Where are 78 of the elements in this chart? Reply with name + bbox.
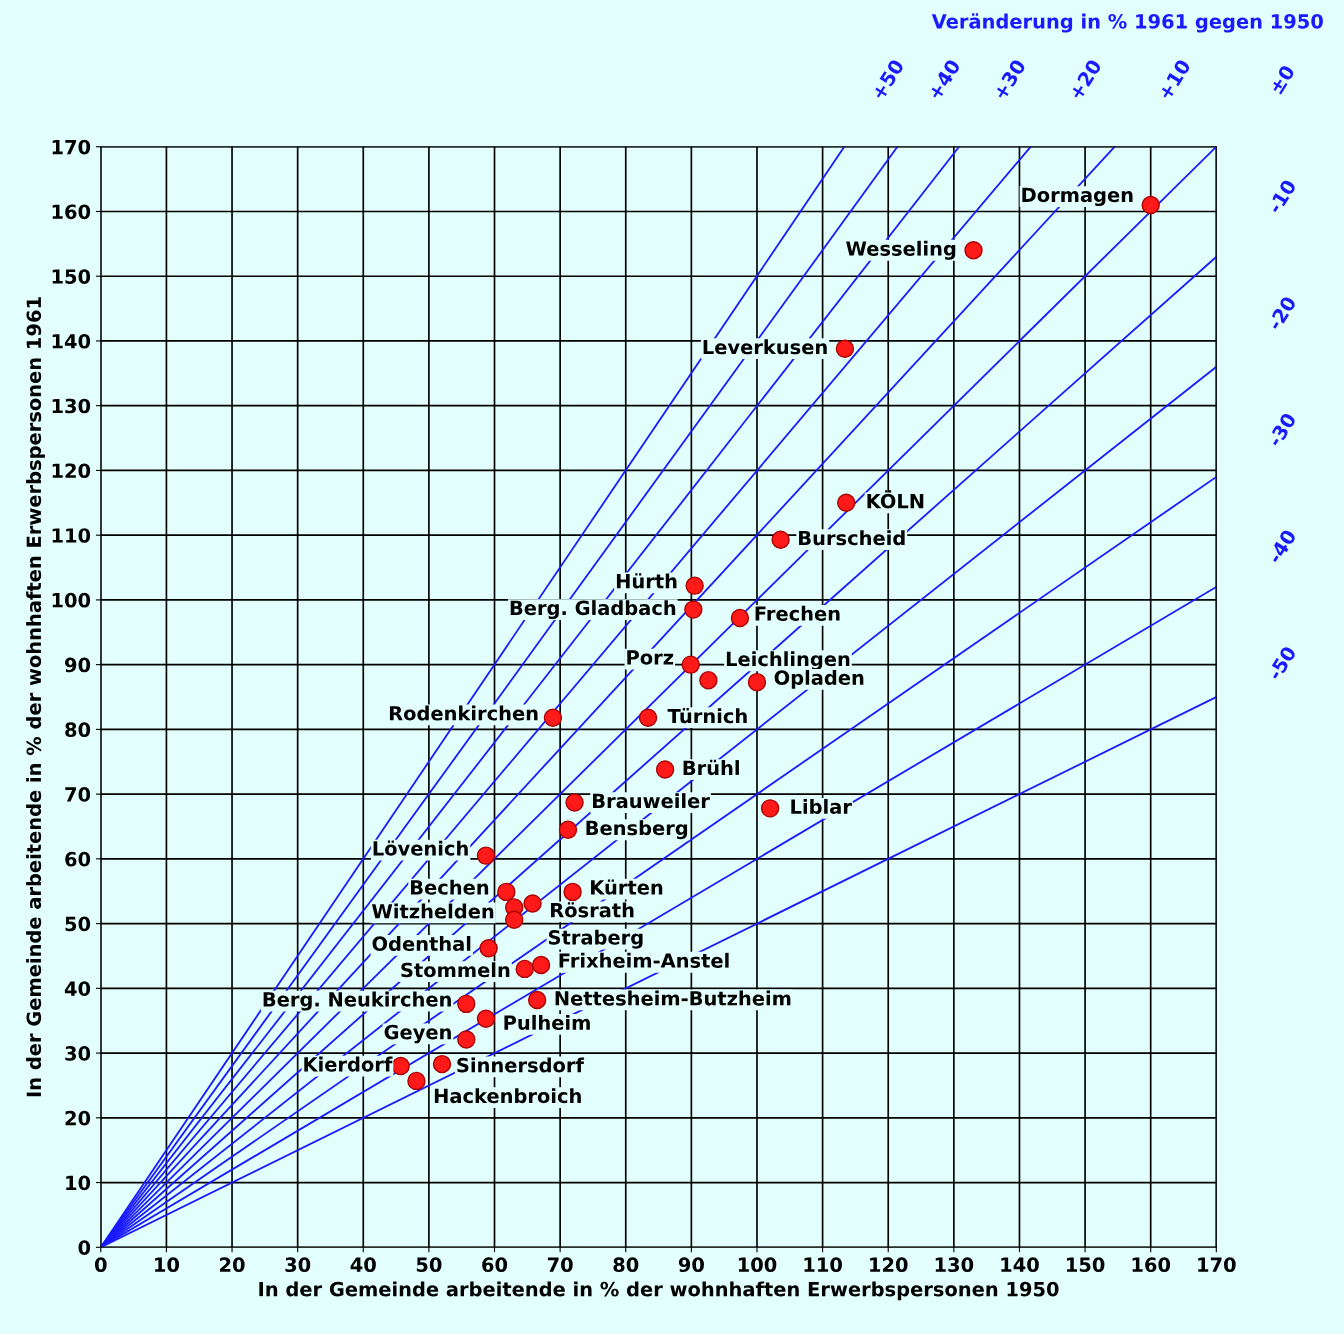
annotation: Frechen xyxy=(755,605,840,621)
annotation: Kierdorf xyxy=(304,1056,393,1072)
x-axis-title: In der Gemeinde arbeitende in % der wohnhaften Erwerbspersonen 1950 xyxy=(259,1281,1059,1301)
y-tick-label: 120 xyxy=(52,463,91,479)
x-tick-label: 110 xyxy=(804,1257,842,1273)
y-tick-label: 130 xyxy=(52,398,91,414)
annotation: Brühl xyxy=(683,759,739,776)
x-tick-label: 20 xyxy=(220,1257,245,1273)
annotation: Odenthal xyxy=(372,936,471,952)
y-tick-label: 60 xyxy=(65,851,91,867)
annotation: Geyen xyxy=(384,1024,451,1044)
annotation: Hürth xyxy=(616,573,677,589)
annotation: Frixheim-Anstel xyxy=(559,952,729,968)
x-tick-label: 60 xyxy=(482,1257,508,1273)
annotation: Lövenich xyxy=(373,840,468,856)
y-tick-label: 150 xyxy=(52,269,91,284)
annotation: Porz xyxy=(627,650,674,665)
x-tick-label: 100 xyxy=(738,1257,777,1273)
y-tick-label: 10 xyxy=(66,1175,91,1191)
annotation: Wesseling xyxy=(846,240,956,260)
y-tick-label: 40 xyxy=(64,981,91,996)
annotation: Liblar xyxy=(791,798,852,815)
text: ±0 xyxy=(1268,64,1296,95)
annotation: Leverkusen xyxy=(703,339,827,355)
x-tick-label: 170 xyxy=(1198,1257,1236,1273)
annotation: Dormagen xyxy=(1022,187,1133,207)
y-tick-label: 70 xyxy=(65,787,91,802)
x-tick-label: 30 xyxy=(285,1257,311,1273)
annotation: Rösrath xyxy=(551,902,634,918)
annotation: Opladen xyxy=(774,669,864,689)
text: -10 xyxy=(1266,178,1297,215)
x-tick-label: 40 xyxy=(350,1257,376,1273)
x-tick-label: 150 xyxy=(1066,1257,1105,1273)
annotation: Brauweiler xyxy=(593,793,710,809)
annotation: Witzhelden xyxy=(371,903,494,919)
annotation: Straberg xyxy=(548,929,643,949)
x-tick-label: 50 xyxy=(416,1257,442,1273)
text: Veränderung in % 1961 gegen 1950 xyxy=(931,13,1323,33)
annotation: Rodenkirchen xyxy=(389,705,538,721)
text: -20 xyxy=(1266,295,1297,332)
annotation: Pulheim xyxy=(504,1014,590,1030)
x-tick-label: 0 xyxy=(94,1257,107,1273)
annotation: Stommeln xyxy=(401,962,510,978)
annotation: Sinnersdorf xyxy=(457,1057,585,1073)
y-tick-label: 30 xyxy=(65,1046,91,1061)
text: -30 xyxy=(1266,411,1297,448)
x-tick-label: 80 xyxy=(613,1257,639,1273)
y-tick-label: 170 xyxy=(52,139,91,155)
annotation: Türnich xyxy=(667,708,747,724)
annotation: KÖLN xyxy=(867,490,924,509)
annotation: Kürten xyxy=(591,879,663,895)
y-tick-label: 140 xyxy=(52,333,91,349)
annotation: Berg. Gladbach xyxy=(510,600,676,620)
x-tick-label: 70 xyxy=(547,1257,573,1273)
y-axis-title: In der Gemeinde arbeitende in % der wohnhaften Erwerbspersonen 1961 xyxy=(26,297,45,1097)
annotation: Leichlingen xyxy=(726,651,850,671)
y-tick-label: 80 xyxy=(65,722,91,738)
y-tick-label: 90 xyxy=(65,657,91,673)
annotation: Hackenbroich xyxy=(434,1088,581,1104)
text: -50 xyxy=(1266,645,1297,681)
annotation: Bensberg xyxy=(586,820,688,840)
y-tick-label: 50 xyxy=(65,916,91,932)
x-tick-label: 130 xyxy=(935,1257,974,1273)
y-tick-label: 0 xyxy=(78,1240,91,1255)
annotation: Bechen xyxy=(411,879,489,895)
x-tick-label: 90 xyxy=(678,1257,704,1273)
y-tick-label: 110 xyxy=(52,528,91,543)
x-tick-label: 140 xyxy=(1001,1257,1039,1273)
annotation: Berg. Neukirchen xyxy=(263,991,451,1011)
y-tick-label: 100 xyxy=(52,592,91,608)
x-tick-label: 160 xyxy=(1132,1257,1171,1273)
x-tick-label: 10 xyxy=(155,1257,180,1273)
y-tick-label: 160 xyxy=(52,204,91,220)
annotation: Burscheid xyxy=(799,530,905,546)
text: -40 xyxy=(1266,528,1297,565)
y-tick-label: 20 xyxy=(65,1110,91,1126)
x-tick-label: 120 xyxy=(870,1257,908,1273)
annotation: Nettesheim-Butzheim xyxy=(555,990,791,1006)
